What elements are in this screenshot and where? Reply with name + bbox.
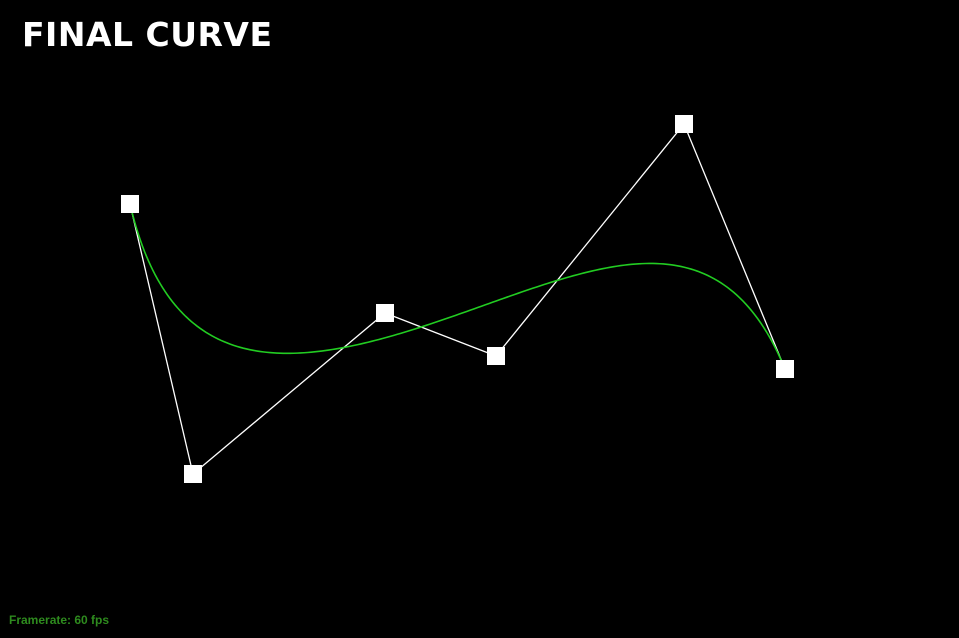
control-points[interactable] xyxy=(121,115,794,483)
bezier-curve-group xyxy=(129,203,786,370)
control-point-handle-5[interactable] xyxy=(675,115,693,133)
control-point-handle-2[interactable] xyxy=(184,465,202,483)
control-polygon xyxy=(129,123,786,475)
framerate-readout: Framerate: 60 fps xyxy=(9,613,110,627)
control-point-handle-4[interactable] xyxy=(487,347,505,365)
control-polygon-segment xyxy=(495,123,685,357)
control-polygon-segment xyxy=(683,123,786,370)
control-point-handle-3[interactable] xyxy=(376,304,394,322)
control-point-handle-1[interactable] xyxy=(121,195,139,213)
control-polygon-segment xyxy=(384,312,497,357)
bezier-curve xyxy=(129,203,786,370)
control-polygon-segment xyxy=(192,312,386,475)
page-title: FINAL CURVE xyxy=(22,15,273,54)
control-point-handle-6[interactable] xyxy=(776,360,794,378)
control-polygon-segment xyxy=(129,203,194,475)
